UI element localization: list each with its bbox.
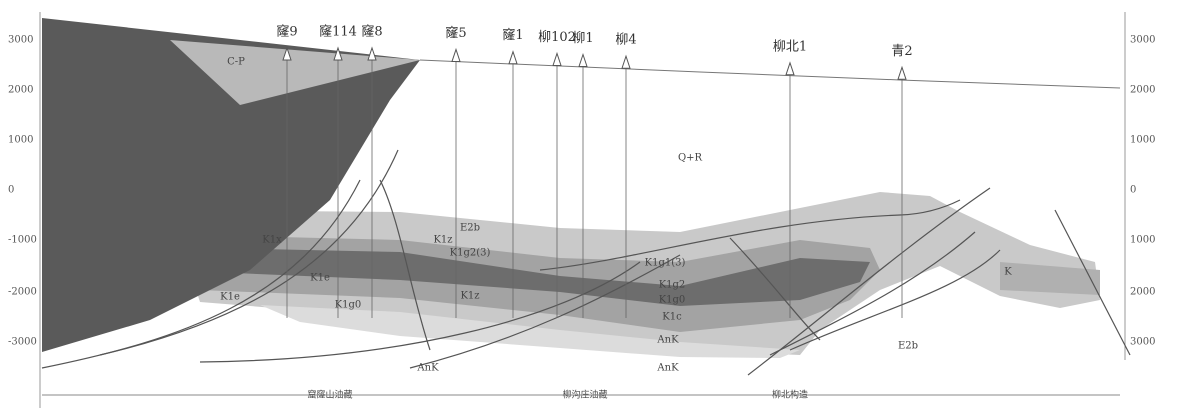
left-axis-label: -2000 (8, 287, 37, 298)
well-label: 窿5 (445, 26, 466, 41)
right-axis-label: 2000 (1130, 287, 1155, 298)
right-axis-label: 3000 (1130, 337, 1155, 348)
formation-label: K (1004, 267, 1012, 278)
formation-label: E2b (460, 223, 480, 234)
left-axis-label: 1000 (8, 135, 33, 146)
formation-label: K1g0 (335, 300, 362, 311)
well-label: 窿1 (502, 28, 523, 43)
right-axis-label: 1000 (1130, 135, 1155, 146)
left-axis-label: -3000 (8, 337, 37, 348)
formation-label: K1z (460, 291, 479, 302)
formation-label: E2b (898, 341, 918, 352)
left-axis-label: -1000 (8, 235, 37, 246)
right-axis-label: 0 (1130, 185, 1136, 196)
formation-label: C-P (227, 57, 245, 68)
well-label: 柳1 (572, 31, 593, 46)
right-axis-label: 3000 (1130, 35, 1155, 46)
formation-label: K1z (433, 235, 452, 246)
well-label: 青2 (891, 44, 912, 59)
formation-label: K1g1(3) (645, 258, 686, 269)
formation-label: K1e (310, 273, 330, 284)
left-axis-label: 0 (8, 185, 14, 196)
formation-label: AnK (656, 363, 679, 374)
cross-section: 3000 2000 1000 0 -1000 -2000 -3000 3000 2000 1000… (0, 0, 1177, 413)
well-label: 窿9 (276, 25, 297, 40)
right-axis-label: 2000 (1130, 85, 1155, 96)
right-axis-label: 1000 (1130, 235, 1155, 246)
well-label: 窿8 (361, 25, 382, 40)
formation-label: K1g0 (659, 295, 686, 306)
formation-label: AnK (656, 335, 679, 346)
left-axis-label: 3000 (8, 35, 33, 46)
formation-label: K1e (220, 292, 240, 303)
well-label: 窿114 (319, 25, 357, 40)
formation-label: K1g2 (659, 280, 686, 291)
left-axis-label: 2000 (8, 85, 33, 96)
formation-label: K1x (262, 235, 282, 246)
formation-label: K1g2(3) (450, 248, 491, 259)
well-label: 柳102 (538, 30, 576, 45)
formation-label: Q+R (678, 153, 703, 164)
formation-label: AnK (416, 363, 439, 374)
well-label: 柳北1 (773, 39, 807, 54)
formation-label: K1c (662, 312, 682, 323)
well-label: 柳4 (615, 33, 636, 48)
